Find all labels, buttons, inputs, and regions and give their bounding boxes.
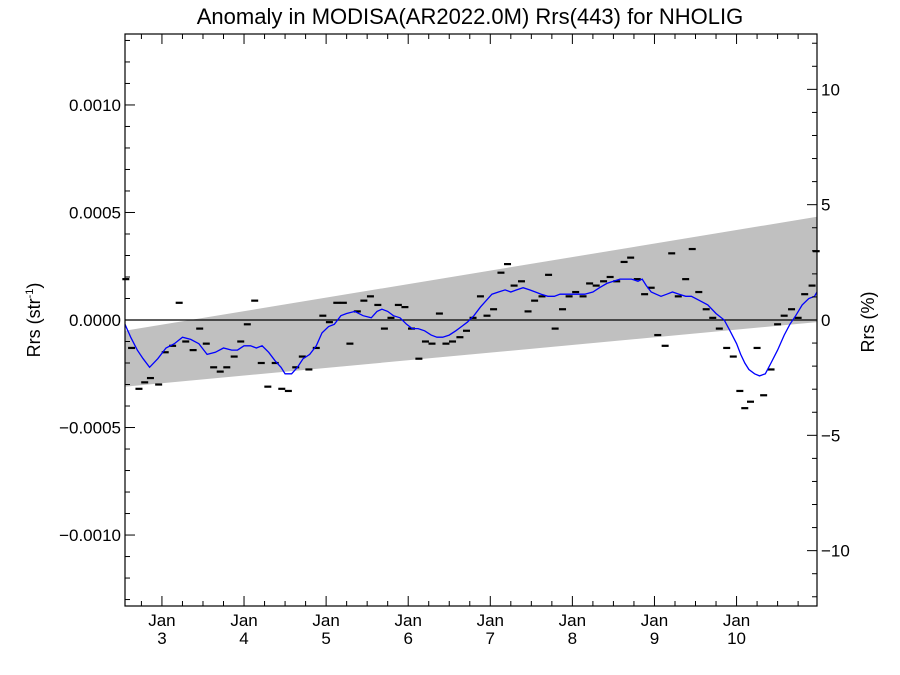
x-tick-month-label: Jan: [148, 611, 175, 630]
left-tick-label: −0.0005: [59, 419, 121, 438]
right-tick-label: 5: [821, 196, 830, 215]
y-axis-left-label: Rrs (str-1): [24, 283, 44, 358]
left-tick-label: 0.0000: [69, 311, 121, 330]
smoothed-series-line: [124, 278, 818, 377]
left-tick-label: 0.0010: [69, 96, 121, 115]
right-tick-label: 0: [821, 311, 830, 330]
x-tick-year-label: 8: [568, 629, 577, 648]
right-tick-label: 10: [821, 80, 840, 99]
x-tick-month-label: Jan: [394, 611, 421, 630]
x-tick-month-label: Jan: [230, 611, 257, 630]
y-axis-right-label: Rrs (%): [858, 292, 878, 353]
x-tick-year-label: 10: [727, 629, 746, 648]
uncertainty-band: [125, 216, 817, 387]
plot-area: 0.0010 0.0005 0.0000 −0.0005 −0.0010 10 5 0 −5 −1…: [59, 33, 850, 648]
x-tick-month-label: Jan: [723, 611, 750, 630]
x-tick-month-label: Jan: [559, 611, 586, 630]
x-tick-month-label: Jan: [641, 611, 668, 630]
x-tick-year-label: 3: [157, 629, 166, 648]
right-tick-label: −5: [821, 426, 840, 445]
left-tick-label: −0.0010: [59, 526, 121, 545]
x-tick-year-label: 6: [403, 629, 412, 648]
x-tick-year-label: 4: [239, 629, 248, 648]
x-tick-year-label: 5: [321, 629, 330, 648]
left-tick-label: 0.0005: [69, 203, 121, 222]
x-tick-month-label: Jan: [477, 611, 504, 630]
x-tick-month-label: Jan: [312, 611, 339, 630]
x-tick-year-label: 7: [486, 629, 495, 648]
x-tick-year-label: 9: [650, 629, 659, 648]
right-tick-label: −10: [821, 542, 850, 561]
chart-title: Anomaly in MODISA(AR2022.0M) Rrs(443) fo…: [197, 4, 744, 29]
